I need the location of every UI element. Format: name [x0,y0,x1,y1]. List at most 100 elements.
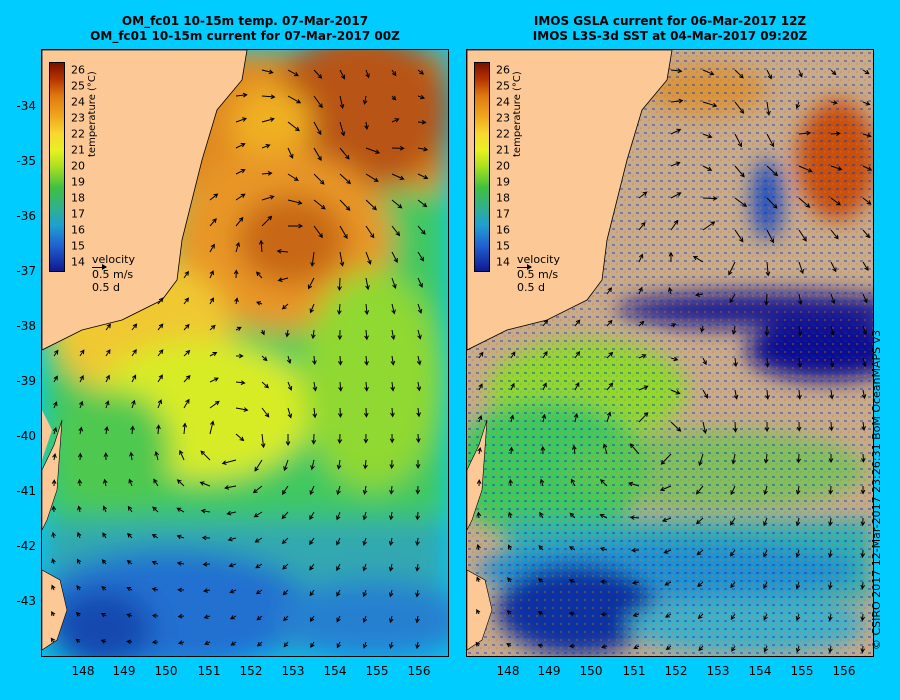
current-arrow [600,479,608,487]
current-arrow [76,585,81,591]
lon-tick: 152 [239,664,263,678]
current-arrow [362,485,368,495]
current-arrow [287,381,293,391]
current-arrow [339,95,345,109]
current-arrow [861,389,867,400]
lat-tick: -39 [16,374,36,388]
current-arrow [129,451,134,461]
current-arrow [766,165,779,177]
colorbar-label: 22 [496,127,510,141]
current-arrow [339,147,350,160]
land-mass [42,50,248,351]
current-arrow [199,481,211,487]
current-arrow [600,611,608,617]
satellite-sst-map[interactable]: 26 25 24 23 22 21 20 19 18 17 16 15 14 t… [466,49,874,657]
current-arrow [287,69,299,77]
current-arrow [234,297,239,305]
lon-tick: 150 [579,664,603,678]
current-arrow [126,560,133,565]
model-temperature-map[interactable]: 26 25 24 23 22 21 20 19 18 17 16 15 14 t… [41,49,449,657]
current-arrow [287,407,293,419]
colorbar-label: 25 [496,79,510,93]
current-arrow [829,389,835,400]
land-mass [42,410,52,460]
current-arrow [702,165,713,171]
current-arrow [151,587,159,592]
current-arrow [310,459,315,471]
current-arrow [285,433,291,447]
current-arrow [765,357,770,368]
current-arrow [183,349,191,357]
colorbar-label: 17 [71,207,85,221]
current-arrow [862,197,872,205]
current-arrow [256,301,263,306]
current-arrow [104,426,109,435]
current-arrow [336,459,342,470]
current-arrow [571,444,577,455]
current-arrow [337,303,342,316]
current-arrow [830,325,835,336]
current-arrow [177,640,185,645]
current-arrow [391,118,400,123]
land-mass [467,569,493,651]
current-arrow [281,537,289,545]
current-arrow [309,485,315,496]
current-arrow [102,505,108,513]
current-arrow [860,581,866,590]
lon-tick: 151 [622,664,646,678]
current-arrow [417,69,425,75]
current-arrow [795,485,801,495]
current-arrow [261,69,274,75]
current-arrow [665,645,672,651]
current-arrow [670,356,679,362]
current-arrow [795,549,801,558]
current-arrow [128,478,133,487]
current-arrow [102,478,108,487]
current-arrow [860,517,866,527]
current-arrow [362,537,367,546]
current-arrow [542,382,547,391]
current-arrow [52,452,57,461]
current-arrow [151,533,159,539]
current-arrow [388,563,394,572]
current-arrow [702,69,715,76]
current-arrow [766,69,772,80]
current-arrow [476,608,481,615]
current-arrow [364,355,369,366]
current-arrow [253,511,263,518]
current-arrow [606,287,612,295]
current-arrow [261,143,271,149]
current-arrow [131,399,136,409]
current-arrow [261,215,273,227]
current-arrow [183,375,191,383]
current-arrow [763,453,769,464]
colorbar-label: 25 [71,79,85,93]
current-arrow [702,133,713,139]
colorbar-label: 18 [496,191,510,205]
current-arrow [51,505,57,513]
current-arrow [126,586,133,592]
current-arrow [258,239,264,253]
current-arrow [309,537,315,546]
current-arrow [53,375,58,383]
current-arrow [364,329,369,341]
current-arrow [179,449,185,461]
current-arrow [860,453,866,463]
velocity-title: velocity [92,253,135,266]
current-arrow [390,381,395,392]
current-arrow [700,325,705,333]
current-arrow [665,613,672,618]
current-arrow [862,69,870,75]
current-arrow [506,643,512,648]
current-arrow [287,199,303,205]
current-arrow [131,374,137,383]
current-arrow [574,319,581,327]
satellite-map-canvas [467,50,873,656]
current-arrow [415,615,420,624]
current-arrow [734,133,743,148]
current-arrow [476,576,481,583]
current-arrow [731,325,737,335]
current-arrow [336,589,341,597]
current-arrow [339,251,345,267]
current-arrow [574,381,580,391]
